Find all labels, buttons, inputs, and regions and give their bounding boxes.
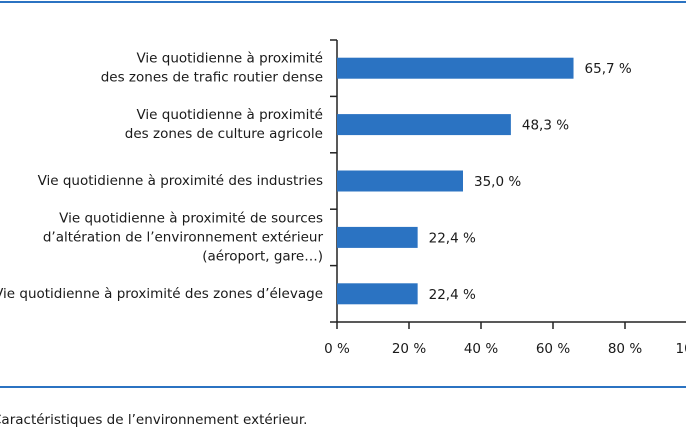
x-tick-label: 40 %	[464, 341, 498, 357]
x-tick-label: 60 %	[536, 341, 570, 357]
x-tick-label: 0 %	[324, 341, 350, 357]
caption: Caractéristiques de l’environnement exté…	[0, 412, 307, 428]
y-tick-label: Vie quotidienne à proximité des zones de …	[101, 51, 323, 86]
bar	[337, 283, 418, 305]
value-label: 35,0 %	[474, 174, 521, 190]
bar	[337, 114, 511, 136]
x-tick-label: 80 %	[608, 341, 642, 357]
value-label: 48,3 %	[522, 118, 569, 134]
y-tick-label: Vie quotidienne à proximité des industri…	[38, 173, 323, 189]
bar	[337, 226, 418, 248]
x-tick-label: 100 %	[676, 341, 686, 357]
value-label: 22,4 %	[429, 230, 476, 246]
y-tick-label: Vie quotidienne à proximité des zones d’…	[0, 286, 323, 302]
x-tick-label: 20 %	[392, 341, 426, 357]
y-tick-label: Vie quotidienne à proximité des zones de …	[125, 107, 323, 142]
bar	[337, 57, 574, 79]
value-label: 22,4 %	[429, 287, 476, 303]
value-label: 65,7 %	[585, 61, 632, 77]
y-tick-label: Vie quotidienne à proximité de sources d’…	[43, 210, 324, 264]
bar	[337, 170, 463, 192]
